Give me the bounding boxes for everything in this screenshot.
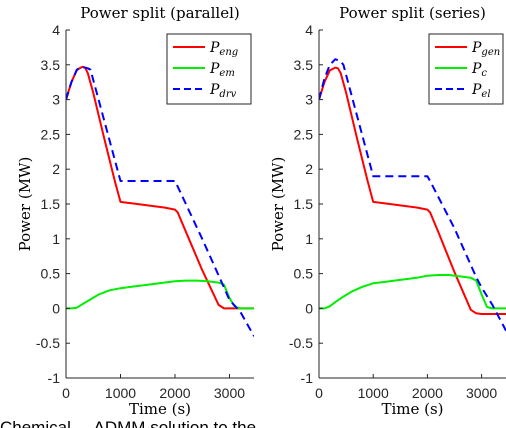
x-tick-label: 2000 — [159, 385, 190, 401]
chart-panel-1: -1 -0.5 0 0.5 1 1.5 2 2.5 3 3.5 4 0 1000 2000 3000 Powe… — [16, 4, 254, 418]
y-tick-label: 4 — [305, 22, 313, 38]
x-axis-label: Time (s) — [129, 400, 191, 418]
y-tick-label: -1 — [48, 370, 61, 386]
x-tick-label: 0 — [62, 385, 70, 401]
y-axis-label: Power (MW) — [16, 157, 34, 252]
y-tick-label: 2.5 — [41, 126, 61, 142]
y-tick-label: -1 — [301, 370, 314, 386]
legend-label-drv: Pdrv — [209, 82, 237, 100]
y-tick-label: 1 — [305, 231, 313, 247]
x-tick-label: 1000 — [105, 385, 136, 401]
y-tick-label: 2.5 — [294, 126, 314, 142]
y-tick-label: 4 — [52, 22, 60, 38]
legend: Peng Pem Pdrv — [166, 33, 252, 105]
y-tick-label: 3 — [52, 92, 60, 108]
y-tick-label: -0.5 — [289, 335, 313, 351]
y-tick-label: 2 — [305, 161, 313, 177]
x-tick-label: 2000 — [412, 385, 443, 401]
y-tick-label: 3 — [305, 92, 313, 108]
series-line-drv — [66, 65, 254, 337]
legend: Pgen Pc Pel — [428, 33, 504, 105]
x-tick-label: 3000 — [214, 385, 245, 401]
x-tick-label: 1000 — [358, 385, 389, 401]
y-tick-label: 0.5 — [41, 266, 61, 282]
y-tick-label: 2 — [52, 161, 60, 177]
x-tick-label: 0 — [315, 385, 323, 401]
y-tick-label: 0 — [305, 300, 313, 316]
series-line-gen — [319, 66, 506, 315]
chart-title: Power split (series) — [339, 4, 486, 22]
series-line-c — [319, 274, 506, 310]
y-tick-label: 1.5 — [294, 196, 314, 212]
series-group — [319, 58, 506, 332]
legend-label-em: Pem — [209, 61, 235, 79]
y-tick-label: 0.5 — [294, 266, 314, 282]
series-line-el — [319, 58, 506, 332]
legend-label-gen: Pgen — [471, 40, 500, 58]
y-tick-label: 0 — [52, 300, 60, 316]
y-tick-label: 1 — [52, 231, 60, 247]
legend-label-eng: Peng — [209, 40, 238, 58]
x-tick-label: 3000 — [466, 385, 497, 401]
caption-text: Chemical ... ADMM solution to the ... — [0, 418, 275, 428]
chart-panel-2: -1 -0.5 0 0.5 1 1.5 2 2.5 3 3.5 4 0 1000 2000 3000 Powe… — [269, 4, 506, 418]
chart-title: Power split (parallel) — [80, 4, 240, 22]
y-tick-label: 3.5 — [294, 57, 314, 73]
y-tick-label: 3.5 — [41, 57, 61, 73]
x-axis-label: Time (s) — [381, 400, 443, 418]
y-axis-label: Power (MW) — [269, 157, 287, 252]
series-group — [66, 65, 254, 337]
y-tick-label: -0.5 — [36, 335, 60, 351]
y-tick-label: 1.5 — [41, 196, 61, 212]
legend-label-el: Pel — [471, 82, 491, 100]
legend-label-c: Pc — [471, 61, 487, 79]
